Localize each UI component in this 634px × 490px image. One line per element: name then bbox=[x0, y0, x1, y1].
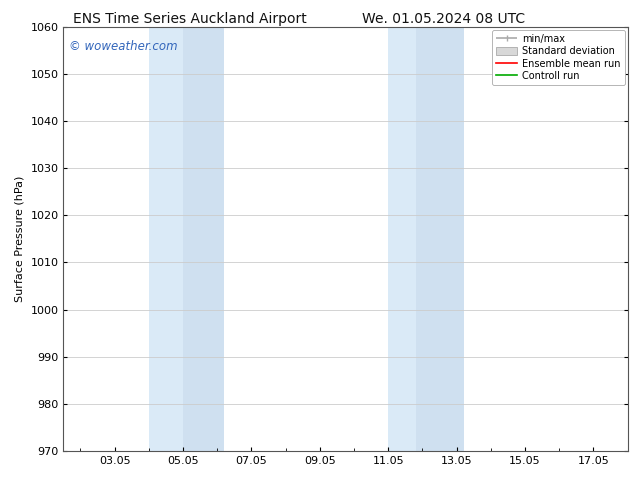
Y-axis label: Surface Pressure (hPa): Surface Pressure (hPa) bbox=[15, 176, 25, 302]
Bar bbox=[388, 27, 416, 451]
Text: © woweather.com: © woweather.com bbox=[69, 40, 178, 52]
Text: ENS Time Series Auckland Airport: ENS Time Series Auckland Airport bbox=[74, 12, 307, 26]
Bar bbox=[149, 27, 183, 451]
Bar bbox=[416, 27, 463, 451]
Text: We. 01.05.2024 08 UTC: We. 01.05.2024 08 UTC bbox=[362, 12, 526, 26]
Legend: min/max, Standard deviation, Ensemble mean run, Controll run: min/max, Standard deviation, Ensemble me… bbox=[492, 30, 624, 85]
Bar bbox=[183, 27, 224, 451]
